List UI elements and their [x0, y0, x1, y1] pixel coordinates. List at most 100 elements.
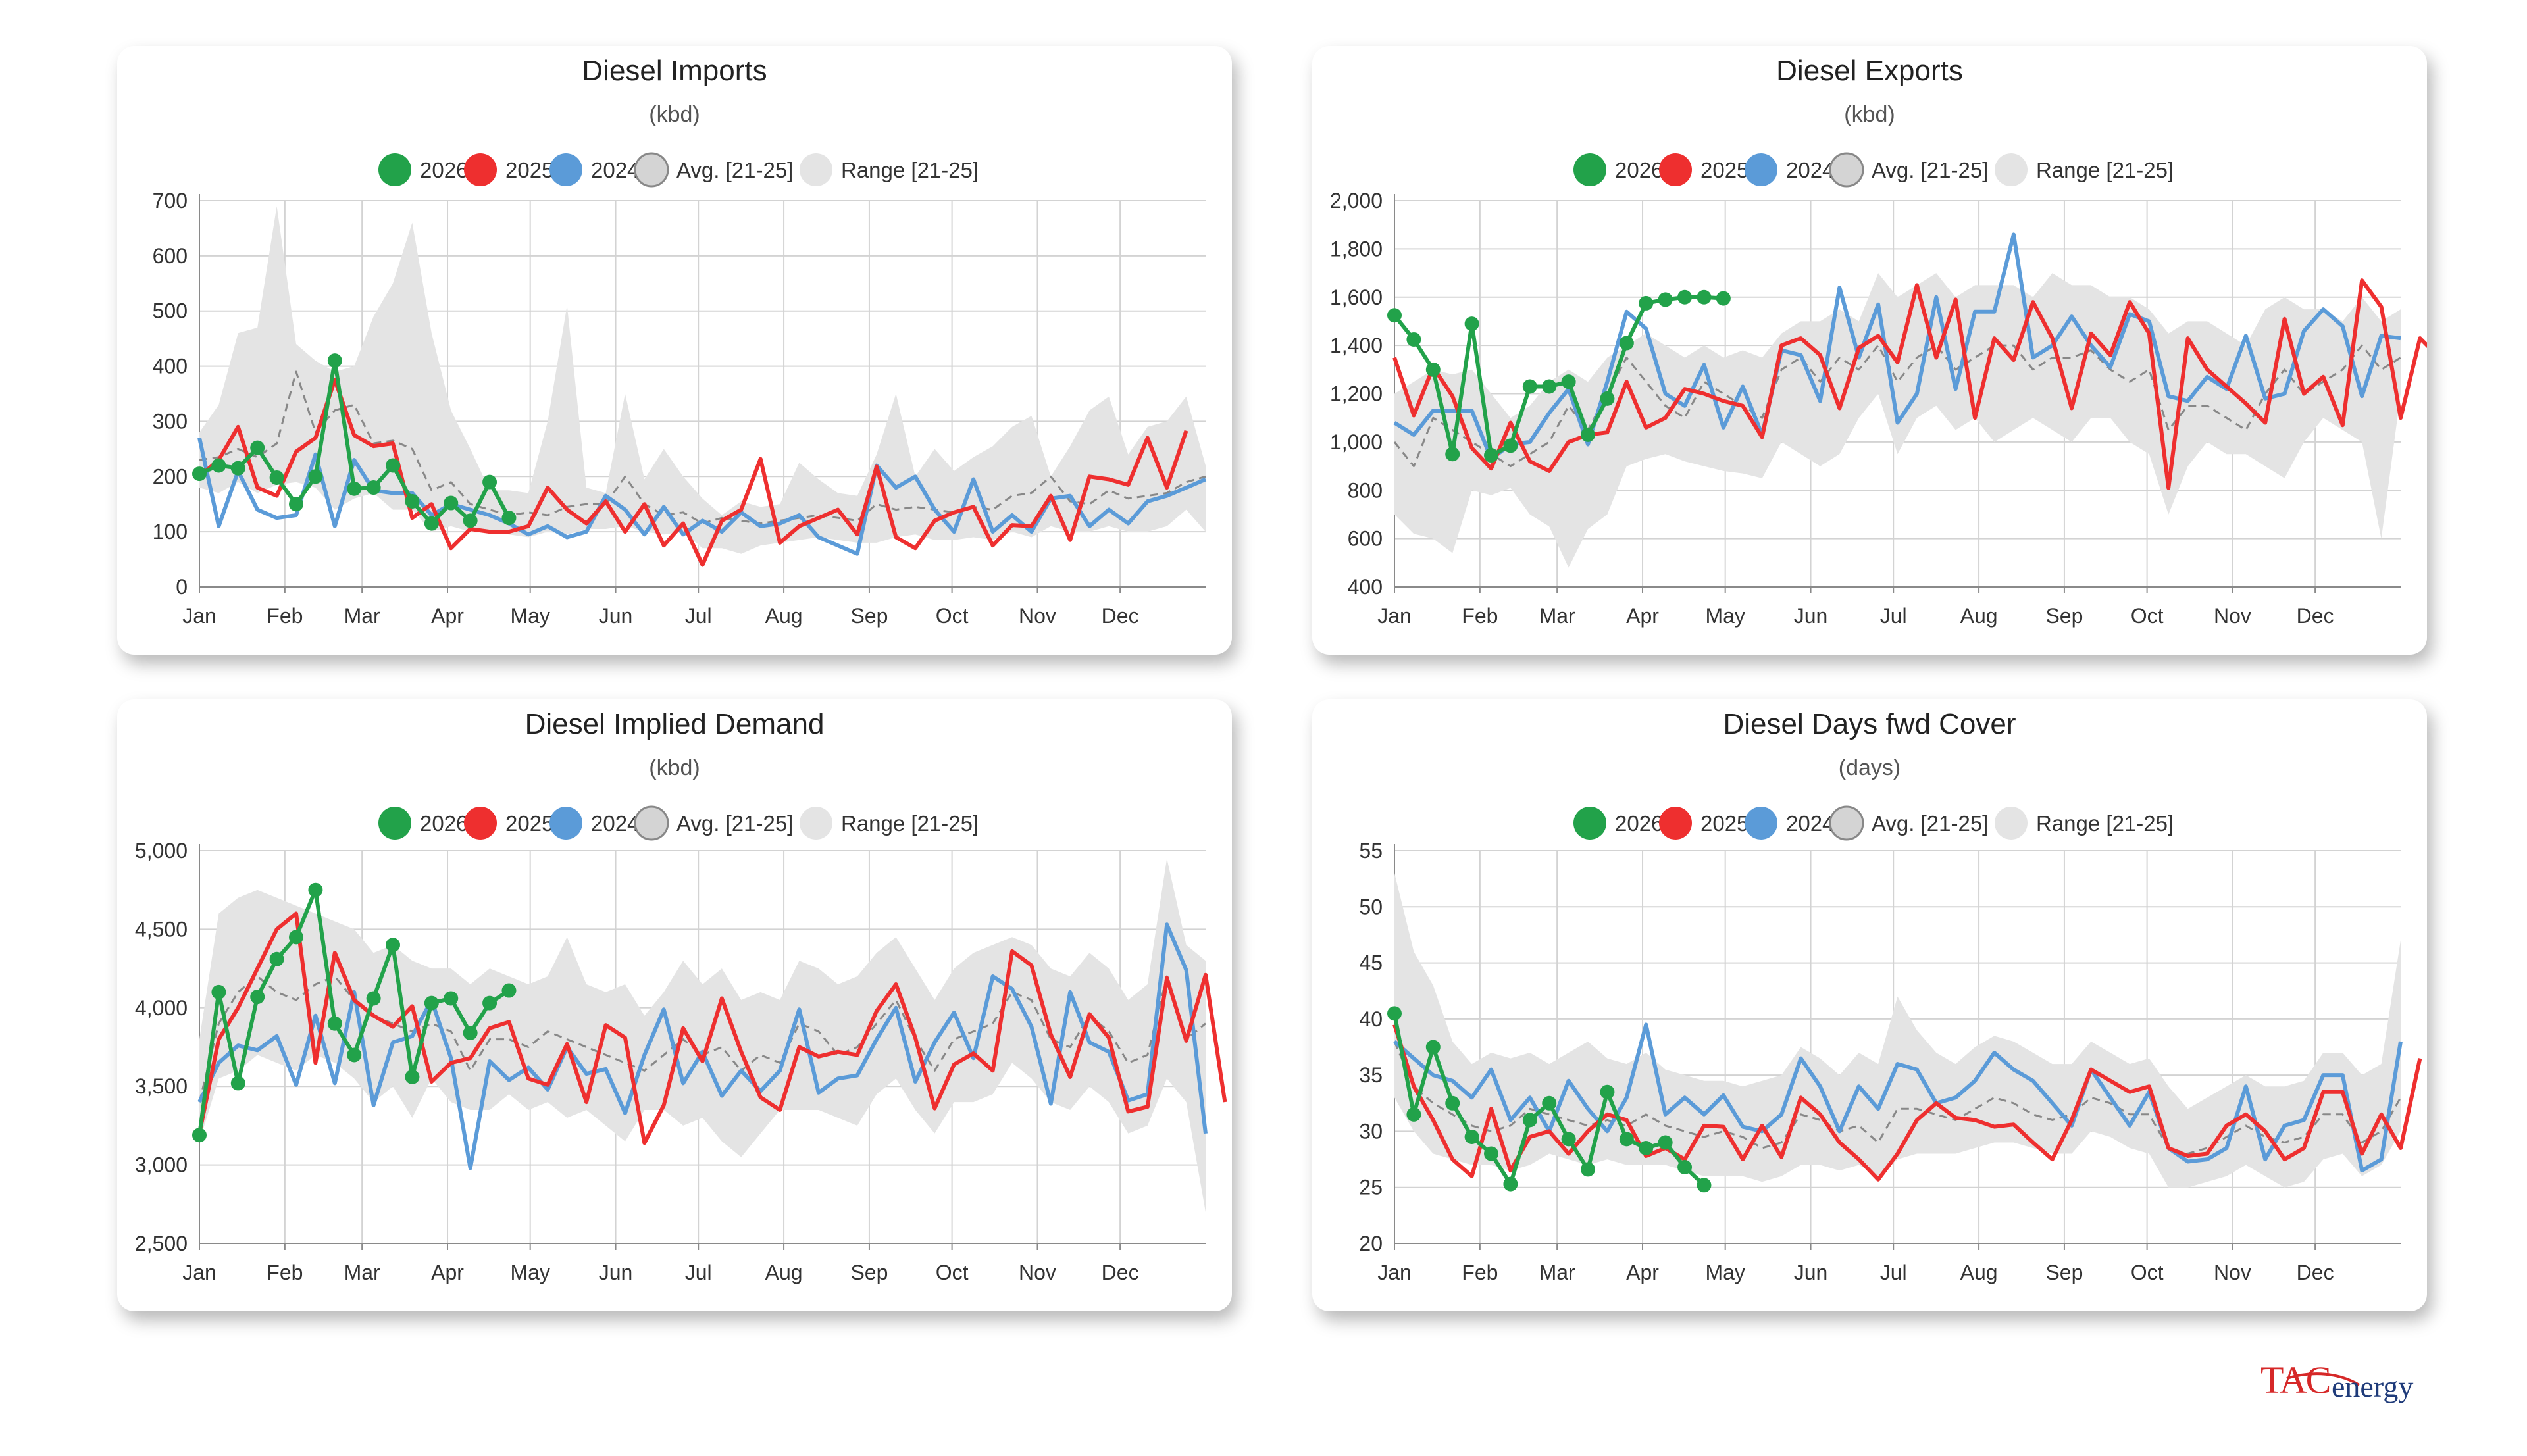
- x-tick-label: Jun: [599, 604, 633, 628]
- legend-label-range: Range [21-25]: [2036, 158, 2174, 182]
- range-band: [199, 858, 1206, 1213]
- series-line-s2025: [1392, 1024, 2422, 1182]
- chart-subtitle: (days): [1839, 755, 1901, 780]
- data-point-2026: [1658, 1135, 1673, 1150]
- x-tick-label: Jun: [1794, 604, 1828, 628]
- range-band: [199, 206, 1206, 554]
- y-tick-label: 1,200: [1330, 382, 1383, 406]
- legend-label-range: Range [21-25]: [841, 158, 979, 182]
- legend-label-avg: Avg. [21-25]: [1872, 811, 1988, 836]
- legend-marker-avg: [634, 152, 669, 188]
- legend-label-avg: Avg. [21-25]: [676, 811, 793, 836]
- data-point-2026: [1677, 289, 1693, 305]
- x-tick-label: Nov: [1019, 604, 1056, 628]
- legend-marker-s2025: [464, 153, 497, 186]
- x-tick-label: Oct: [936, 604, 969, 628]
- x-tick-label: Mar: [344, 604, 380, 628]
- series-s2024: [1393, 232, 2401, 461]
- series-line-s2024: [1393, 232, 2401, 461]
- chart-title: Diesel Exports: [1776, 55, 1963, 87]
- data-point-2026: [386, 458, 401, 473]
- data-point-2026: [250, 440, 265, 455]
- data-point-2026: [1464, 1129, 1479, 1144]
- data-point-2026: [366, 991, 381, 1006]
- series-s2026: [192, 882, 517, 1143]
- legend-marker-range: [1995, 153, 2028, 186]
- series-s2025: [198, 378, 1188, 567]
- legend-label-s2025: 2025: [1700, 811, 1748, 836]
- data-point-2026: [1677, 1160, 1693, 1175]
- data-point-2026: [1581, 427, 1596, 442]
- x-tick-label: Jul: [1880, 604, 1907, 628]
- legend-label-avg: Avg. [21-25]: [1872, 158, 1988, 182]
- data-point-2026: [1716, 291, 1731, 306]
- x-tick-label: Jun: [1794, 1261, 1828, 1284]
- x-tick-label: Dec: [2297, 1261, 2334, 1284]
- data-point-2026: [405, 494, 420, 509]
- logo-tac-text: TAC: [2260, 1359, 2330, 1401]
- x-tick-label: Apr: [1626, 1261, 1659, 1284]
- y-tick-label: 1,400: [1330, 334, 1383, 357]
- y-tick-label: 0: [176, 575, 188, 599]
- chart-grid: 0 100 200 300 400 500 600 700 Jan Feb Mar Apr May Jun…: [153, 189, 1206, 628]
- legend-label-s2024: 2024: [591, 158, 639, 182]
- data-point-2026: [1619, 336, 1634, 351]
- data-point-2026: [347, 481, 362, 496]
- x-tick-label: May: [1705, 1261, 1745, 1284]
- data-point-2026: [424, 516, 439, 531]
- data-point-2026: [482, 995, 498, 1011]
- x-tick-label: Feb: [1462, 604, 1498, 628]
- data-point-2026: [269, 951, 284, 966]
- legend-marker-avg: [1829, 805, 1864, 841]
- legend-marker-s2024: [549, 153, 582, 186]
- x-tick-label: Sep: [850, 604, 888, 628]
- series-line-s2024: [197, 922, 1208, 1170]
- x-tick-label: Mar: [344, 1261, 380, 1284]
- x-tick-label: Nov: [2214, 604, 2251, 628]
- y-tick-label: 1,800: [1330, 237, 1383, 261]
- data-point-2026: [444, 991, 459, 1006]
- chart-subtitle: (kbd): [649, 102, 700, 127]
- series-s2024: [197, 922, 1208, 1170]
- data-point-2026: [1484, 448, 1499, 463]
- y-tick-label: 400: [1348, 575, 1383, 599]
- chart-subtitle: (kbd): [1844, 102, 1895, 127]
- series-line-s2024: [1393, 1022, 2403, 1173]
- y-tick-label: 30: [1359, 1119, 1383, 1143]
- data-point-2026: [289, 497, 304, 512]
- chart-title: Diesel Days fwd Cover: [1723, 708, 2016, 740]
- chart-card-cover: Diesel Days fwd Cover (days) 2026 2025 2024 A…: [1312, 699, 2427, 1311]
- x-tick-label: Nov: [2214, 1261, 2251, 1284]
- x-tick-label: Mar: [1539, 1261, 1575, 1284]
- x-tick-label: Dec: [2297, 604, 2334, 628]
- data-point-2026: [1522, 1113, 1537, 1128]
- data-point-2026: [1445, 447, 1460, 462]
- chart-card-imports: Diesel Imports (kbd) 2026 2025 2024 Avg. [21-…: [117, 46, 1232, 655]
- legend-label-s2026: 2026: [420, 158, 468, 182]
- data-point-2026: [1425, 1040, 1441, 1055]
- chart-cover: Diesel Days fwd Cover (days) 2026 2025 2024 A…: [1359, 708, 2422, 1284]
- y-tick-label: 2,000: [1330, 189, 1383, 213]
- x-tick-label: Aug: [765, 1261, 803, 1284]
- data-point-2026: [1542, 1095, 1557, 1111]
- data-point-2026: [1697, 289, 1712, 305]
- chart-legend: 2026 2025 2024 Avg. [21-25] Range [21-25]: [1573, 805, 2174, 841]
- legend-label-avg: Avg. [21-25]: [676, 158, 793, 182]
- x-tick-label: Nov: [1019, 1261, 1056, 1284]
- data-point-2026: [1387, 1006, 1402, 1021]
- data-point-2026: [1697, 1178, 1712, 1193]
- x-tick-label: Jul: [685, 1261, 712, 1284]
- chart-legend: 2026 2025 2024 Avg. [21-25] Range [21-25]: [1573, 152, 2174, 188]
- chart-legend: 2026 2025 2024 Avg. [21-25] Range [21-25]: [378, 805, 979, 841]
- x-tick-label: Aug: [765, 604, 803, 628]
- data-point-2026: [386, 938, 401, 953]
- series-s2024: [1393, 1022, 2403, 1173]
- legend-marker-s2026: [1573, 807, 1606, 840]
- x-tick-label: Apr: [431, 604, 464, 628]
- data-point-2026: [424, 995, 439, 1011]
- x-tick-label: Feb: [267, 604, 303, 628]
- y-tick-label: 400: [153, 355, 188, 378]
- y-tick-label: 100: [153, 520, 188, 543]
- x-tick-label: Jul: [1880, 1261, 1907, 1284]
- x-tick-label: Oct: [936, 1261, 969, 1284]
